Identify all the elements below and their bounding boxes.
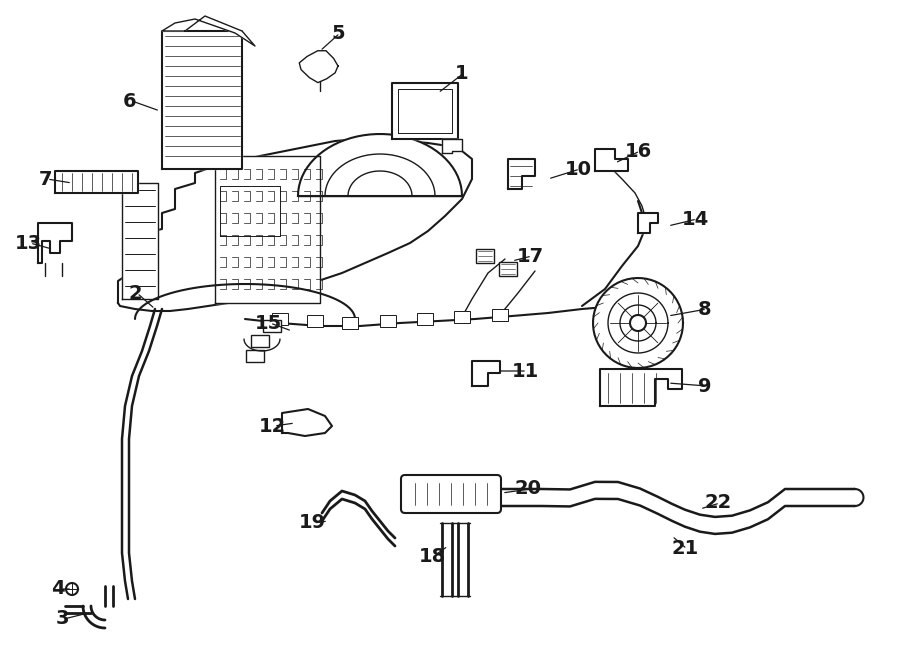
Polygon shape — [472, 361, 500, 386]
Text: 8: 8 — [698, 299, 712, 319]
Bar — [342, 317, 358, 329]
Text: 12: 12 — [258, 416, 285, 436]
Bar — [492, 309, 508, 321]
Bar — [246, 350, 264, 362]
Polygon shape — [593, 278, 683, 368]
Bar — [454, 311, 470, 323]
Text: 10: 10 — [564, 159, 591, 178]
Text: 22: 22 — [705, 494, 732, 512]
Text: 11: 11 — [511, 362, 538, 381]
Polygon shape — [215, 156, 320, 303]
Polygon shape — [508, 159, 535, 189]
Bar — [272, 313, 288, 325]
Text: 18: 18 — [418, 547, 446, 566]
Polygon shape — [282, 409, 332, 436]
Bar — [251, 335, 269, 347]
Polygon shape — [122, 183, 158, 299]
Text: 17: 17 — [517, 247, 544, 266]
Text: 14: 14 — [681, 210, 708, 229]
Text: 5: 5 — [331, 24, 345, 42]
Polygon shape — [162, 16, 255, 46]
Text: 21: 21 — [671, 539, 698, 559]
Text: 6: 6 — [123, 91, 137, 110]
Bar — [476, 249, 494, 263]
Polygon shape — [638, 213, 658, 233]
Bar — [263, 320, 281, 332]
Polygon shape — [38, 223, 72, 263]
Polygon shape — [220, 186, 280, 236]
Text: 7: 7 — [38, 169, 52, 188]
Polygon shape — [298, 134, 462, 196]
Text: 20: 20 — [515, 479, 542, 498]
Text: 16: 16 — [625, 141, 652, 161]
Bar — [417, 313, 433, 325]
Polygon shape — [392, 83, 458, 139]
Text: 13: 13 — [14, 233, 41, 253]
Text: 1: 1 — [455, 63, 469, 83]
Text: 9: 9 — [698, 377, 712, 395]
FancyBboxPatch shape — [401, 475, 501, 513]
Polygon shape — [600, 369, 682, 406]
Polygon shape — [442, 139, 462, 153]
Polygon shape — [118, 139, 472, 311]
Text: 15: 15 — [255, 313, 282, 332]
Text: 3: 3 — [55, 609, 68, 629]
Polygon shape — [55, 171, 138, 193]
Bar — [380, 315, 396, 327]
Text: 2: 2 — [128, 284, 142, 303]
Bar — [499, 262, 517, 276]
Polygon shape — [162, 31, 242, 169]
Polygon shape — [300, 51, 338, 83]
Text: 4: 4 — [51, 580, 65, 598]
Text: 19: 19 — [299, 514, 326, 533]
Polygon shape — [595, 149, 628, 171]
Bar — [307, 315, 323, 327]
